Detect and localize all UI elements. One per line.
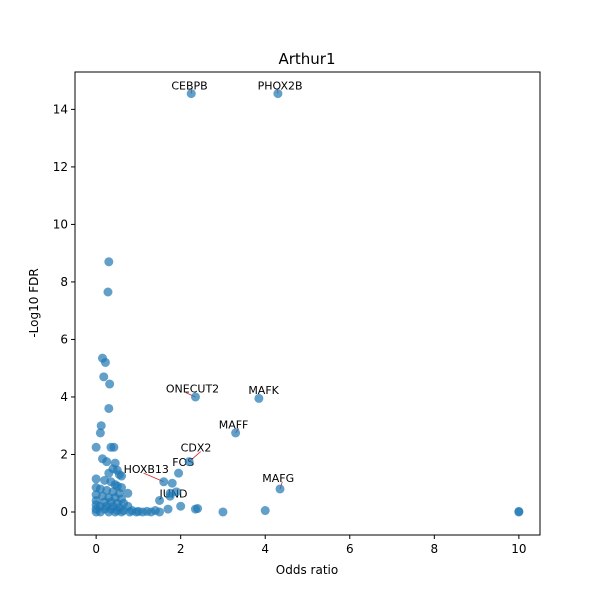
data-point — [193, 504, 203, 514]
y-tick-label: 6 — [60, 332, 68, 346]
data-point — [123, 488, 133, 498]
data-point — [184, 457, 194, 467]
data-point — [99, 372, 109, 382]
data-point — [95, 428, 105, 438]
y-tick-label: 4 — [60, 390, 68, 404]
chart-title: Arthur1 — [278, 50, 335, 68]
data-point — [91, 474, 101, 484]
data-point — [190, 392, 200, 402]
data-point — [273, 89, 283, 99]
data-point — [163, 504, 173, 514]
data-point — [100, 357, 110, 367]
x-axis-ticks: 0 2 4 6 8 10 — [92, 535, 527, 556]
data-point — [159, 477, 169, 487]
data-point — [96, 421, 106, 431]
annotation-label: HOXB13 — [124, 463, 169, 476]
data-point — [275, 484, 285, 494]
annotation-layer: CEBPBPHOX2BONECUT2MAFKMAFFCDX2FOSHOXB13J… — [124, 79, 303, 500]
y-tick-label: 2 — [60, 447, 68, 461]
x-tick-label: 10 — [511, 542, 526, 556]
data-point — [95, 507, 105, 517]
data-point — [103, 287, 113, 297]
data-point — [104, 468, 114, 478]
data-point — [514, 506, 524, 516]
data-point — [231, 428, 241, 438]
annotation-label: MAFK — [248, 384, 279, 397]
y-tick-label: 12 — [53, 160, 68, 174]
annotation-label: CEBPB — [171, 79, 207, 92]
x-tick-label: 0 — [92, 542, 100, 556]
data-point — [218, 507, 228, 517]
data-point — [104, 257, 114, 267]
data-point — [174, 468, 184, 478]
data-point — [117, 507, 126, 517]
annotation-label: MAFG — [262, 472, 294, 485]
data-point — [260, 506, 270, 516]
y-tick-label: 8 — [60, 275, 68, 289]
y-axis-label: -Log10 FDR — [27, 268, 41, 337]
points-layer — [91, 89, 524, 517]
data-point — [110, 507, 120, 517]
x-tick-label: 8 — [430, 542, 438, 556]
annotation-label: MAFF — [219, 419, 249, 432]
x-axis-label: Odds ratio — [276, 563, 338, 577]
data-point — [155, 507, 165, 517]
data-point — [102, 457, 112, 467]
data-point — [117, 471, 126, 481]
x-tick-label: 2 — [177, 542, 185, 556]
y-tick-label: 0 — [60, 505, 68, 519]
x-tick-label: 4 — [261, 542, 269, 556]
data-point — [254, 393, 264, 403]
plot-area — [74, 71, 541, 536]
data-point — [104, 507, 114, 517]
annotation-label: CDX2 — [181, 442, 212, 455]
data-point — [104, 403, 114, 413]
data-point — [165, 491, 175, 501]
data-point — [131, 507, 141, 517]
data-point — [105, 379, 115, 389]
y-tick-label: 14 — [53, 102, 68, 116]
data-point — [91, 442, 101, 452]
data-point — [109, 442, 119, 452]
annotation-label: PHOX2B — [258, 79, 303, 92]
data-point — [186, 89, 196, 99]
data-point — [167, 478, 177, 488]
data-point — [155, 495, 165, 505]
annotation-label: ONECUT2 — [166, 383, 219, 396]
y-axis-ticks: 0 2 4 6 8 10 12 14 — [53, 102, 75, 519]
x-tick-label: 6 — [346, 542, 354, 556]
y-tick-label: 10 — [53, 217, 68, 231]
data-point — [125, 507, 135, 517]
data-point — [176, 501, 186, 511]
